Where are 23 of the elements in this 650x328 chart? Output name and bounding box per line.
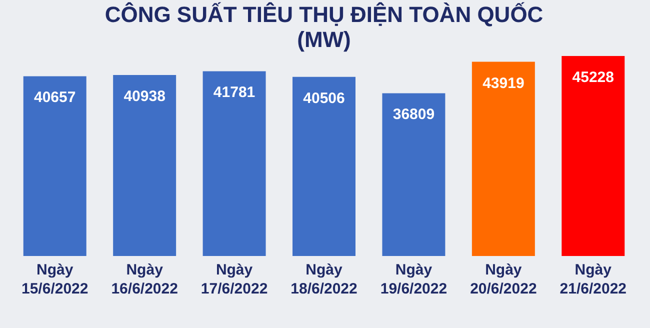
data-label: 40938 — [124, 88, 166, 105]
x-tick-label: Ngày 17/6/2022 — [200, 262, 268, 298]
chart-title: CÔNG SUẤT TIÊU THỤ ĐIỆN TOÀN QUỐC — [104, 2, 544, 27]
data-label: 40657 — [34, 89, 76, 106]
data-label: 45228 — [572, 69, 614, 86]
x-tick-label: Ngày 16/6/2022 — [111, 262, 178, 298]
x-tick-label: Ngày 20/6/2022 — [470, 262, 537, 298]
bar — [472, 62, 535, 256]
data-label: 36809 — [392, 106, 435, 124]
data-label: 43919 — [482, 74, 524, 92]
chart-subtitle: (MW) — [297, 27, 351, 52]
x-tick-label: Ngày 21/6/2022 — [560, 262, 627, 298]
bar — [292, 76, 356, 256]
x-tick-label: Ngày 19/6/2022 — [380, 262, 448, 298]
bar — [23, 76, 86, 256]
bar — [202, 71, 266, 256]
x-tick-label: Ngày 18/6/2022 — [290, 262, 358, 298]
data-label: 40506 — [303, 90, 345, 107]
bar — [382, 93, 446, 256]
bar — [113, 74, 176, 256]
bar — [562, 56, 625, 256]
data-label: 41781 — [213, 84, 256, 102]
x-tick-label: Ngày 15/6/2022 — [21, 262, 88, 298]
